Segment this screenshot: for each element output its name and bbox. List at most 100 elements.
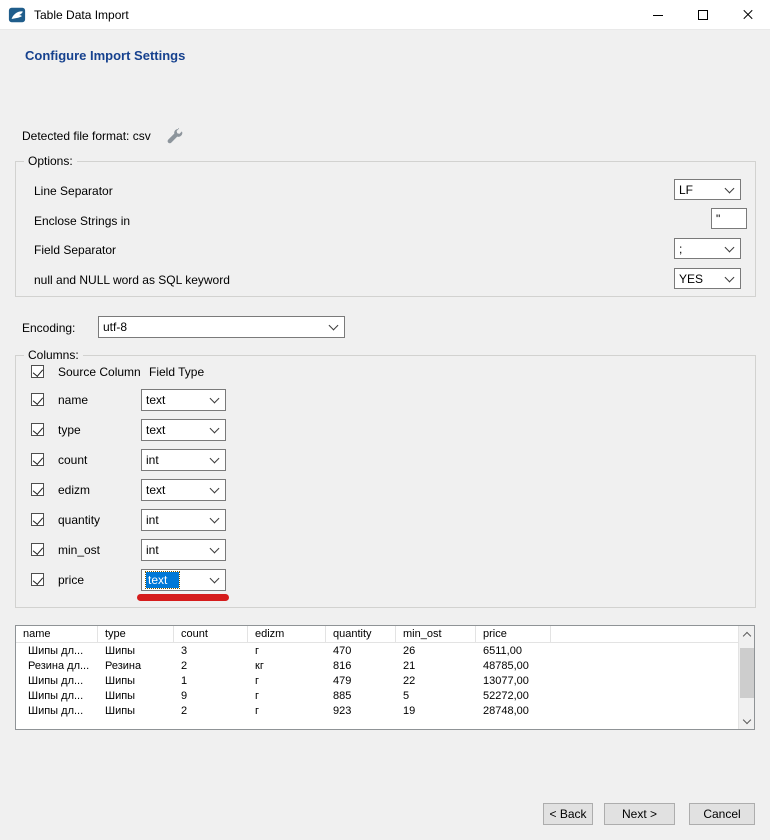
cell: 2 [181, 704, 188, 717]
cell: 2 [181, 659, 188, 672]
detected-file-format: Detected file format: csv [22, 127, 183, 145]
table-row[interactable]: Резина дл... Резина 2 кг 816 21 48785,00 [16, 658, 754, 673]
chevron-down-icon [209, 483, 220, 494]
scroll-up-button[interactable] [739, 626, 755, 642]
cell: Шипы [105, 689, 136, 702]
cell: Шипы [105, 674, 136, 687]
field-type-select-count[interactable]: int [141, 449, 226, 471]
cell: Резина дл... [28, 659, 90, 672]
column-name-label: edizm [58, 483, 91, 497]
null-keyword-select[interactable]: YES [674, 268, 741, 289]
options-group: Options: Line Separator LF Enclose Strin… [15, 154, 756, 297]
cell: 3 [181, 644, 188, 657]
back-button[interactable]: < Back [543, 803, 593, 825]
cell: г [255, 704, 260, 717]
columns-group: Columns: Source Column Field Type name t… [15, 348, 756, 608]
cancel-button[interactable]: Cancel [689, 803, 755, 825]
minimize-icon [652, 14, 663, 16]
cell: 13077,00 [483, 674, 529, 687]
field-type-select-edizm[interactable]: text [141, 479, 226, 501]
line-separator-value: LF [679, 182, 694, 197]
cell-filler [551, 688, 754, 703]
field-type-value: int [146, 513, 159, 527]
field-type-value-selected: text [144, 571, 181, 589]
chevron-down-icon [328, 320, 339, 331]
table-row[interactable]: Шипы дл... Шипы 9 г 885 5 52272,00 [16, 688, 754, 703]
field-type-value: int [146, 543, 159, 557]
vertical-scrollbar[interactable] [738, 626, 754, 729]
close-button[interactable] [725, 0, 770, 30]
preview-header-cell: name [16, 626, 98, 642]
cell: Шипы дл... [28, 689, 84, 702]
wrench-icon[interactable] [165, 127, 183, 145]
table-row[interactable]: Шипы дл... Шипы 2 г 923 19 28748,00 [16, 703, 754, 718]
window-title: Table Data Import [34, 7, 129, 22]
column-checkbox-price[interactable] [31, 573, 44, 586]
column-checkbox-min-ost[interactable] [31, 543, 44, 556]
field-type-select-quantity[interactable]: int [141, 509, 226, 531]
chevron-down-icon [209, 423, 220, 434]
cell: 479 [333, 674, 352, 687]
column-checkbox-type[interactable] [31, 423, 44, 436]
select-all-columns-checkbox[interactable] [31, 365, 44, 378]
encoding-select[interactable]: utf-8 [98, 316, 345, 338]
chevron-down-icon [724, 242, 735, 252]
preview-header-cell: quantity [326, 626, 396, 642]
cell: г [255, 644, 260, 657]
preview-header-row: name type count edizm quantity min_ost p… [16, 626, 754, 643]
cell: Резина [105, 659, 142, 672]
cell: Шипы [105, 644, 136, 657]
null-keyword-label: null and NULL word as SQL keyword [34, 273, 230, 287]
cell: 19 [403, 704, 416, 717]
chevron-down-icon [724, 183, 735, 193]
maximize-button[interactable] [680, 0, 725, 30]
chevron-down-icon [209, 573, 220, 584]
line-separator-select[interactable]: LF [674, 179, 741, 200]
scroll-down-button[interactable] [739, 713, 755, 729]
field-type-select-name[interactable]: text [141, 389, 226, 411]
column-name-label: quantity [58, 513, 101, 527]
preview-header-cell: price [476, 626, 551, 642]
column-checkbox-count[interactable] [31, 453, 44, 466]
field-type-select-min-ost[interactable]: int [141, 539, 226, 561]
chevron-down-icon [209, 393, 220, 404]
cell: Шипы дл... [28, 674, 84, 687]
cell: 816 [333, 659, 352, 672]
cell-filler [551, 643, 754, 658]
source-column-header: Source Column [58, 365, 141, 379]
field-type-value: text [146, 393, 166, 407]
cell: Шипы [105, 704, 136, 717]
preview-header-cell: count [174, 626, 248, 642]
options-group-label: Options: [24, 154, 77, 168]
field-type-value: text [146, 483, 166, 497]
table-row[interactable]: Шипы дл... Шипы 3 г 470 26 6511,00 [16, 643, 754, 658]
preview-header-cell: edizm [248, 626, 326, 642]
chevron-down-icon [209, 513, 220, 524]
column-checkbox-quantity[interactable] [31, 513, 44, 526]
chevron-up-icon [742, 631, 752, 640]
field-separator-label: Field Separator [34, 243, 117, 257]
column-checkbox-name[interactable] [31, 393, 44, 406]
field-type-select-price[interactable]: text [141, 569, 226, 591]
cell: г [255, 674, 260, 687]
column-checkbox-edizm[interactable] [31, 483, 44, 496]
column-name-label: count [58, 453, 88, 467]
field-type-select-type[interactable]: text [141, 419, 226, 441]
field-type-header: Field Type [149, 365, 205, 379]
field-separator-select[interactable]: ; [674, 238, 741, 259]
enclose-strings-input[interactable] [711, 208, 747, 229]
cell-filler [551, 703, 754, 718]
detected-format-label: Detected file format: [22, 129, 130, 143]
field-type-value: int [146, 453, 159, 467]
scrollbar-thumb[interactable] [740, 648, 754, 698]
chevron-down-icon [209, 453, 220, 464]
next-button[interactable]: Next > [604, 803, 675, 825]
encoding-value: utf-8 [103, 320, 128, 334]
table-row[interactable]: Шипы дл... Шипы 1 г 479 22 13077,00 [16, 673, 754, 688]
cell: 1 [181, 674, 188, 687]
minimize-button[interactable] [635, 0, 680, 30]
chevron-down-icon [724, 272, 735, 282]
page-title: Configure Import Settings [25, 48, 186, 63]
cell: Шипы дл... [28, 704, 84, 717]
